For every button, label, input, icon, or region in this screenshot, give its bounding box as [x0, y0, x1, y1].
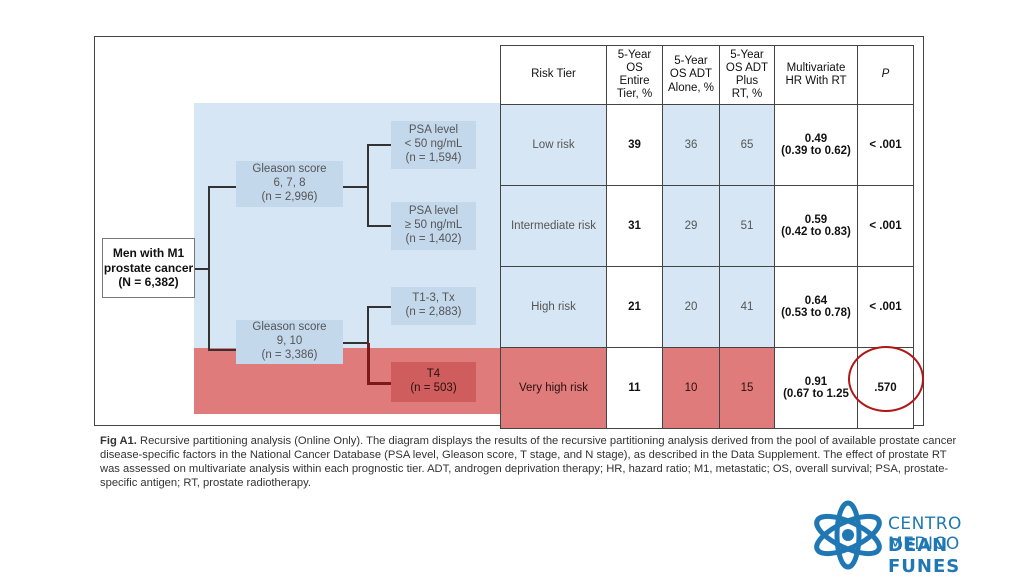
connector [367, 306, 369, 343]
cell-os-entire: 39 [606, 104, 663, 186]
gleason-high-line-1: Gleason score [252, 321, 327, 334]
header-risk-tier: Risk Tier [500, 45, 607, 105]
results-table: Risk Tier 5-Year OS Entire Tier, % 5-Yea… [500, 45, 914, 429]
psa-low-line-2: < 50 ng/mL [404, 138, 463, 151]
cell-hr: 0.64 (0.53 to 0.78) [774, 266, 858, 348]
psa-high-line-2: ≥ 50 ng/mL [404, 219, 463, 232]
cell-os-entire: 21 [606, 266, 663, 348]
cell-tier: Very high risk [500, 347, 607, 429]
atom-logo-icon [814, 500, 882, 570]
cell-hr: 0.91 (0.67 to 1.25 [774, 347, 858, 429]
cell-os-adt: 29 [662, 185, 720, 267]
header-p: P [857, 45, 914, 105]
connector [208, 186, 236, 188]
t4-line-1: T4 [426, 368, 441, 381]
cell-hr: 0.49 (0.39 to 0.62) [774, 104, 858, 186]
cell-os-adt-rt: 41 [719, 266, 775, 348]
connector [367, 144, 369, 226]
cell-os-adt: 36 [662, 104, 720, 186]
gleason-low-line-1: Gleason score [252, 163, 327, 176]
cell-os-adt-rt: 15 [719, 347, 775, 429]
psa-low-node: PSA level < 50 ng/mL (n = 1,594) [391, 121, 476, 169]
root-line-3: (N = 6,382) [118, 275, 179, 290]
gleason-low-line-3: (n = 2,996) [261, 190, 318, 203]
t13-node: T1-3, Tx (n = 2,883) [391, 287, 476, 325]
connector [208, 186, 210, 350]
header-os-adt-rt: 5-Year OS ADT Plus RT, % [719, 45, 775, 105]
caption-text: Recursive partitioning analysis (Online … [100, 435, 957, 489]
connector-red [367, 382, 391, 385]
connector [367, 144, 391, 146]
highlight-circle [848, 346, 924, 412]
table-row: Low risk 39 36 65 0.49 (0.39 to 0.62) < .… [500, 104, 914, 186]
connector [208, 349, 236, 351]
header-os-adt: 5-Year OS ADT Alone, % [662, 45, 720, 105]
cell-os-adt-rt: 65 [719, 104, 775, 186]
figure-caption: Fig A1. Recursive partitioning analysis … [100, 434, 960, 490]
cell-hr: 0.59 (0.42 to 0.83) [774, 185, 858, 267]
gleason-high-line-3: (n = 3,386) [261, 348, 318, 361]
logo-line-1: CENTRO MEDICO [888, 514, 962, 554]
psa-high-line-1: PSA level [408, 205, 459, 218]
header-os-entire: 5-Year OS Entire Tier, % [606, 45, 663, 105]
connector-red [367, 343, 370, 383]
root-node: Men with M1 prostate cancer (N = 6,382) [102, 238, 195, 298]
cell-tier: Intermediate risk [500, 185, 607, 267]
connector [343, 186, 368, 188]
gleason-high-line-2: 9, 10 [276, 335, 303, 348]
cell-tier: Low risk [500, 104, 607, 186]
cell-p: < .001 [857, 185, 914, 267]
caption-label: Fig A1. [100, 435, 137, 447]
gleason-low-line-2: 6, 7, 8 [273, 177, 306, 190]
t13-line-2: (n = 2,883) [405, 306, 462, 318]
cell-tier: High risk [500, 266, 607, 348]
cell-os-entire: 31 [606, 185, 663, 267]
connector [343, 342, 368, 344]
table-header-row: Risk Tier 5-Year OS Entire Tier, % 5-Yea… [500, 45, 914, 105]
connector [367, 306, 391, 308]
connector [367, 225, 391, 227]
connector [193, 268, 209, 270]
gleason-low-node: Gleason score 6, 7, 8 (n = 2,996) [236, 161, 343, 207]
table-row: Intermediate risk 31 29 51 0.59 (0.42 to … [500, 185, 914, 267]
psa-high-node: PSA level ≥ 50 ng/mL (n = 1,402) [391, 202, 476, 250]
root-line-2: prostate cancer [103, 260, 194, 275]
logo-line-2: DEAN FUNES [888, 535, 961, 577]
psa-high-line-3: (n = 1,402) [405, 232, 462, 245]
header-hr: Multivariate HR With RT [774, 45, 858, 105]
root-line-1: Men with M1 [112, 246, 185, 261]
cell-p: < .001 [857, 104, 914, 186]
psa-low-line-1: PSA level [408, 124, 459, 137]
gleason-high-node: Gleason score 9, 10 (n = 3,386) [236, 320, 343, 364]
cell-os-adt: 10 [662, 347, 720, 429]
cell-os-adt-rt: 51 [719, 185, 775, 267]
psa-low-line-3: (n = 1,594) [405, 151, 462, 164]
cell-os-entire: 11 [606, 347, 663, 429]
t13-line-1: T1-3, Tx [412, 292, 455, 305]
cell-os-adt: 20 [662, 266, 720, 348]
cell-p: < .001 [857, 266, 914, 348]
table-row: High risk 21 20 41 0.64 (0.53 to 0.78) < … [500, 266, 914, 348]
t4-node: T4 (n = 503) [391, 362, 476, 402]
t4-line-2: (n = 503) [410, 382, 457, 394]
